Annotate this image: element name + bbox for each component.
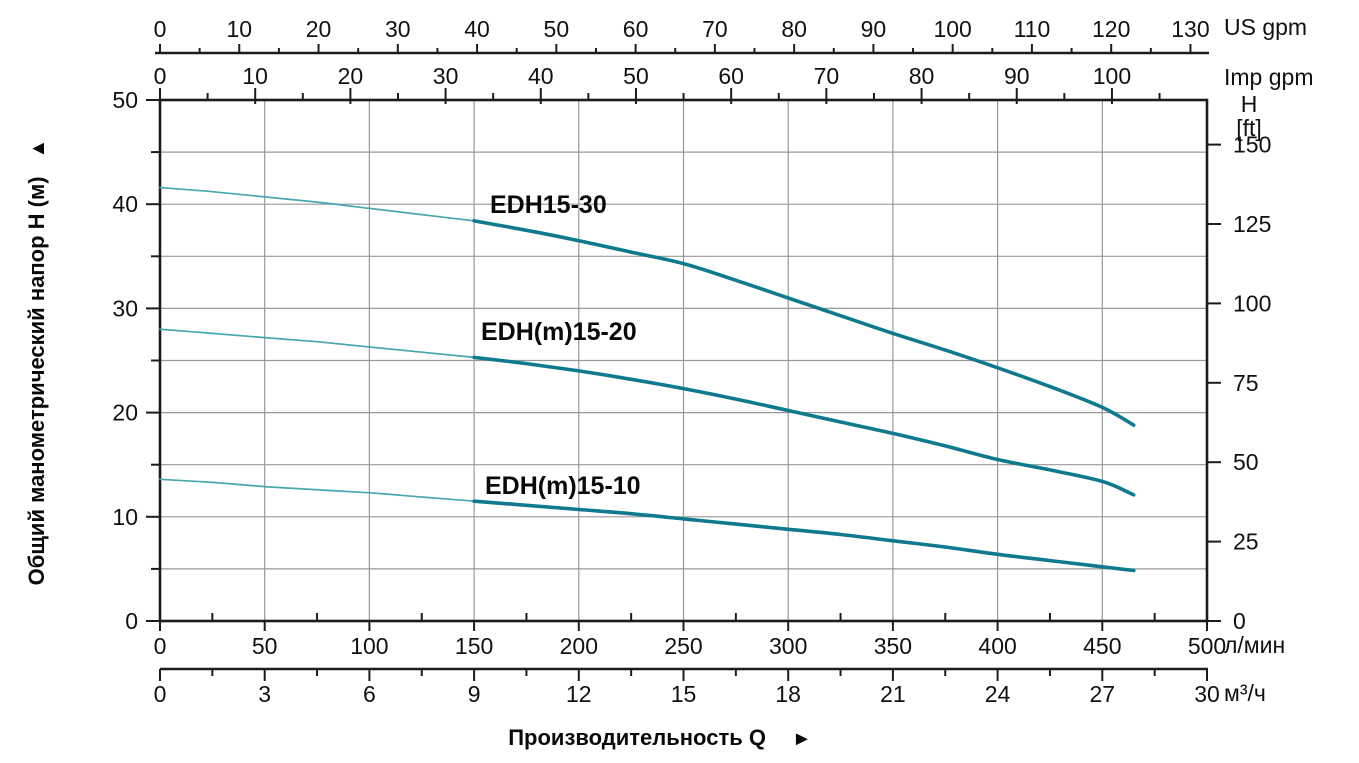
m3h-unit-label: м³/ч	[1224, 680, 1266, 706]
lmin-tick-label: 0	[154, 633, 167, 659]
m3h-tick-label: 9	[468, 681, 481, 707]
left-axis-tick-label: 20	[112, 400, 138, 426]
lmin-tick-label: 450	[1083, 633, 1121, 659]
lmin-tick-label: 100	[350, 633, 388, 659]
us-gpm-tick-label: 120	[1092, 16, 1130, 42]
us-gpm-tick-label: 100	[933, 16, 971, 42]
us-gpm-tick-label: 10	[226, 16, 252, 42]
imp-gpm-tick-label: 80	[909, 63, 935, 89]
lmin-tick-label: 400	[978, 633, 1016, 659]
left-axis-tick-label: 30	[112, 295, 138, 321]
imp-gpm-tick-label: 50	[623, 63, 649, 89]
m3h-tick-label: 21	[880, 681, 906, 707]
curve-label-edhm15-20: EDH(m)15-20	[481, 317, 637, 346]
lmin-tick-label: 200	[560, 633, 598, 659]
m3h-tick-label: 12	[566, 681, 592, 707]
m3h-tick-label: 27	[1090, 681, 1116, 707]
us-gpm-tick-label: 80	[781, 16, 807, 42]
imp-gpm-tick-label: 90	[1004, 63, 1030, 89]
lmin-tick-label: 150	[455, 633, 493, 659]
right-axis-title-unit: [ft]	[1236, 115, 1262, 142]
right-axis-title-symbol: H	[1240, 91, 1258, 117]
us-gpm-tick-label: 70	[702, 16, 728, 42]
x-axis-title-text: Производительность Q	[508, 725, 766, 750]
us-gpm-unit-label: US gpm	[1224, 14, 1308, 40]
us-gpm-tick-label: 50	[544, 16, 570, 42]
right-axis-tick-label: 25	[1233, 529, 1259, 555]
up-arrow-icon: ▲	[27, 138, 49, 159]
right-axis-tick-label: 125	[1233, 211, 1271, 237]
us-gpm-tick-label: 110	[1014, 16, 1051, 42]
x-axis-title: Производительность Q ►	[160, 725, 1160, 751]
us-gpm-tick-label: 60	[623, 16, 649, 42]
curve-label-edh15-30: EDH15-30	[490, 190, 607, 219]
m3h-tick-label: 24	[985, 681, 1011, 707]
pump-curve-thin-2	[159, 478, 475, 503]
pump-curve-0	[472, 219, 1136, 427]
left-axis-tick-label: 40	[112, 191, 138, 217]
m3h-tick-label: 0	[154, 681, 167, 707]
imp-gpm-tick-label: 30	[433, 63, 459, 89]
right-axis-tick-label: 50	[1233, 449, 1259, 475]
us-gpm-tick-label: 90	[861, 16, 887, 42]
us-gpm-tick-label: 30	[385, 16, 411, 42]
m3h-tick-label: 15	[671, 681, 697, 707]
left-axis-tick-label: 0	[125, 608, 138, 634]
pump-curve-1	[472, 355, 1136, 497]
imp-gpm-tick-label: 10	[242, 63, 268, 89]
right-axis-tick-label: 100	[1233, 290, 1271, 316]
right-axis-tick-label: 150	[1233, 132, 1271, 158]
right-axis-tick-label: 0	[1233, 608, 1246, 634]
us-gpm-tick-label: 130	[1171, 16, 1209, 42]
us-gpm-tick-label: 0	[154, 16, 167, 42]
lmin-tick-label: 350	[874, 633, 912, 659]
imp-gpm-tick-label: 20	[338, 63, 364, 89]
m3h-tick-label: 3	[258, 681, 271, 707]
m3h-tick-label: 18	[775, 681, 801, 707]
right-axis-tick-label: 75	[1233, 370, 1259, 396]
right-axis-title: H [ft]	[1226, 92, 1272, 140]
us-gpm-tick-label: 20	[306, 16, 332, 42]
lmin-tick-label: 300	[769, 633, 807, 659]
y-axis-title-text: Общий манометрический напор H (м)	[24, 176, 49, 586]
lmin-tick-label: 500	[1188, 633, 1226, 659]
pump-curve-2	[472, 499, 1136, 573]
imp-gpm-tick-label: 40	[528, 63, 554, 89]
us-gpm-tick-label: 40	[464, 16, 490, 42]
right-arrow-icon: ►	[791, 728, 812, 750]
lmin-tick-label: 50	[252, 633, 278, 659]
imp-gpm-tick-label: 70	[814, 63, 840, 89]
pump-curve-thin-1	[159, 328, 475, 359]
y-axis-title: Общий манометрический напор H (м) ▲	[24, 139, 50, 586]
left-axis-tick-label: 10	[112, 504, 138, 530]
left-axis-tick-label: 50	[112, 87, 138, 113]
m3h-tick-label: 30	[1194, 681, 1220, 707]
pump-curve-thin-0	[159, 186, 475, 222]
m3h-tick-label: 6	[363, 681, 376, 707]
imp-gpm-tick-label: 0	[154, 63, 167, 89]
lmin-tick-label: 250	[664, 633, 702, 659]
imp-gpm-tick-label: 100	[1093, 63, 1131, 89]
lmin-unit-label: л/мин	[1224, 632, 1286, 658]
imp-gpm-tick-label: 60	[718, 63, 744, 89]
curve-label-edhm15-10: EDH(m)15-10	[484, 471, 641, 500]
imp-gpm-unit-label: Imp gpm	[1224, 64, 1314, 90]
